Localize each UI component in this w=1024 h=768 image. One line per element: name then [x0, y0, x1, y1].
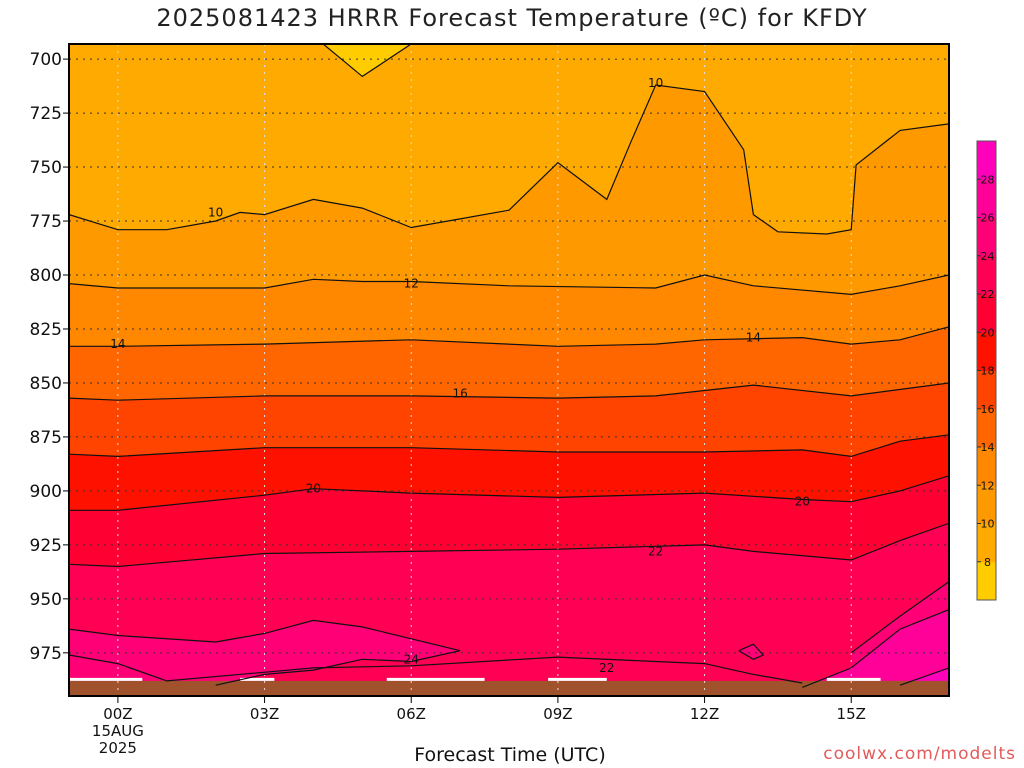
x-tick-label: 12Z [690, 705, 719, 723]
y-tick-label: 800 [30, 266, 62, 286]
colorbar-swatch [977, 523, 996, 563]
y-tick-label: 825 [30, 320, 62, 340]
x-tick-sublabel: 2025 [99, 739, 137, 757]
band-24 [738, 644, 764, 660]
ground-fill [69, 680, 949, 696]
contour-label-14: 14 [746, 331, 761, 345]
contour-lines [69, 44, 949, 688]
colorbar-label: 28 [981, 173, 995, 186]
colorbar-swatch [977, 141, 996, 180]
y-tick-label: 875 [30, 428, 62, 448]
y-tick-label: 700 [30, 50, 62, 70]
contour-22 [69, 522, 949, 568]
colorbar-label: 14 [981, 441, 995, 454]
y-tick-label: 900 [30, 482, 62, 502]
x-tick-label: 15Z [837, 705, 866, 723]
contour-label-14: 14 [110, 337, 125, 351]
contour-labels: 10 10 12 14 14 16 20 20 22 22 24 [110, 76, 810, 675]
colorbar-swatch [977, 447, 996, 486]
x-tick-label: 03Z [250, 705, 279, 723]
colorbar-swatch [977, 561, 996, 601]
contour-24 [850, 581, 949, 654]
y-tick-label: 950 [30, 590, 62, 610]
colorbar-label: 18 [981, 365, 995, 378]
ground-edge [386, 677, 485, 681]
x-tick-label: 06Z [397, 705, 426, 723]
colorbar-label: 12 [981, 479, 995, 492]
x-tick-sublabel: 15AUG [92, 722, 144, 740]
x-tick-label: 09Z [543, 705, 572, 723]
colorbar-swatch [977, 294, 996, 333]
colorbar-label: 22 [981, 288, 995, 301]
chart-title: 2025081423 HRRR Forecast Temperature (ºC… [156, 4, 868, 32]
colorbar-swatch [977, 485, 996, 524]
y-tick-label: 925 [30, 536, 62, 556]
y-tick-label: 775 [30, 212, 62, 232]
temperature-bands [69, 44, 949, 696]
watermark: coolwx.com/modelts [823, 744, 1016, 764]
x-axis-label: Forecast Time (UTC) [414, 744, 606, 766]
ground-edge [69, 677, 143, 681]
contour-label-10: 10 [648, 76, 663, 90]
contour-label-24: 24 [404, 652, 419, 666]
contour-16 [69, 382, 949, 401]
ground-edge [240, 677, 275, 681]
colorbar-label: 8 [984, 556, 991, 569]
y-tick-label: 725 [30, 104, 62, 124]
band-10-pocket [323, 44, 412, 77]
colorbar: 8 10 12 14 16 18 20 22 24 26 28 [976, 140, 997, 601]
contour-label-20: 20 [306, 482, 321, 496]
contour-label-10: 10 [208, 205, 223, 219]
colorbar-swatch [977, 255, 996, 295]
colorbar-swatch [977, 217, 996, 257]
colorbar-swatch [977, 370, 996, 410]
contour-label-22: 22 [648, 544, 663, 558]
contour-24 [69, 619, 461, 686]
colorbar-label: 16 [981, 403, 995, 416]
y-tick-label: 850 [30, 374, 62, 394]
contour-14 [69, 326, 949, 347]
contour-10 [322, 44, 412, 78]
contour-label-20: 20 [795, 495, 810, 509]
x-tick-label: 00Z [103, 705, 132, 723]
y-tick-label: 750 [30, 158, 62, 178]
contour-10 [69, 84, 949, 235]
colorbar-swatch [977, 332, 996, 371]
colorbar-swatch [977, 408, 996, 448]
contour-24 [738, 643, 765, 660]
contour-26 [802, 609, 949, 688]
contour-20 [69, 475, 949, 511]
contour-label-22: 22 [599, 661, 614, 675]
colorbar-label: 26 [981, 212, 995, 225]
contour-22 [69, 654, 803, 684]
contour-18 [69, 434, 949, 458]
colorbar-swatch [977, 179, 996, 218]
contour-label-12: 12 [404, 277, 419, 291]
y-tick-label: 975 [30, 644, 62, 664]
ground-layer [69, 677, 949, 696]
colorbar-label: 24 [981, 250, 995, 263]
contour-28 [899, 667, 949, 686]
contour-label-16: 16 [452, 387, 467, 401]
colorbar-label: 20 [981, 326, 995, 339]
y-axis: 700 725 750 775 800 825 850 875 900 925 950 975 [30, 50, 69, 664]
colorbar-label: 10 [981, 518, 995, 531]
ground-edge [548, 677, 607, 681]
contour-12 [69, 274, 949, 296]
ground-edge [826, 677, 881, 681]
plot-frame [68, 43, 950, 697]
